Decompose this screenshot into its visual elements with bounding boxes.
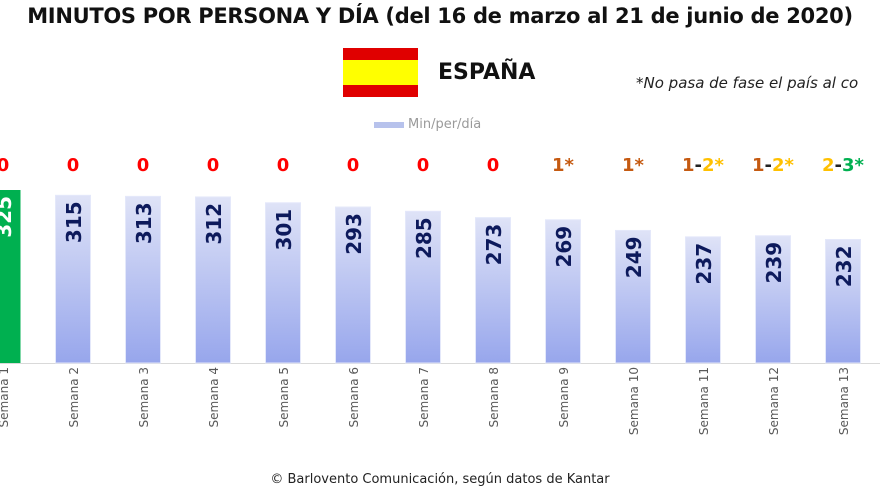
phase-label-part: 3* — [842, 155, 865, 176]
bar — [685, 236, 721, 364]
phase-label: 1-2* — [752, 155, 795, 176]
phase-label-part: - — [695, 155, 702, 176]
phase-label: 2-3* — [822, 155, 865, 176]
phase-label: 1* — [622, 155, 645, 176]
phase-label: 1-2* — [682, 155, 725, 176]
phase-label-part: 0 — [487, 155, 500, 176]
legend: Min/per/día — [374, 117, 481, 132]
value-label: 232 — [832, 246, 856, 288]
phase-label: 0 — [277, 155, 290, 176]
bar — [405, 210, 441, 364]
phase-label: 0 — [417, 155, 430, 176]
phase-label-part: 2* — [772, 155, 795, 176]
chart-title: MINUTOS POR PERSONA Y DÍA (del 16 de mar… — [27, 4, 853, 28]
value-label: 293 — [342, 213, 366, 255]
category-label: Semana 12 — [767, 367, 781, 435]
bar — [545, 219, 581, 364]
phase-label: 0 — [0, 155, 9, 176]
phase-label: 0 — [207, 155, 220, 176]
bar — [125, 195, 161, 364]
legend-label: Min/per/día — [408, 117, 482, 132]
value-label: 301 — [272, 209, 296, 251]
phase-label-part: 0 — [347, 155, 360, 176]
category-label: Semana 13 — [837, 367, 851, 435]
phase-label-part: 1* — [552, 155, 575, 176]
value-label: 273 — [482, 224, 506, 266]
phase-label-part: 2* — [702, 155, 725, 176]
phase-label-part: 1 — [682, 155, 695, 176]
phase-label: 0 — [487, 155, 500, 176]
bar — [0, 190, 21, 363]
value-label: 325 — [0, 196, 16, 238]
value-label: 269 — [552, 226, 576, 268]
category-label: Semana 1 — [0, 367, 11, 427]
bar — [475, 217, 511, 364]
bar — [195, 196, 231, 364]
phase-label-part: 0 — [137, 155, 150, 176]
category-label: Semana 7 — [417, 367, 431, 427]
value-label: 313 — [132, 202, 156, 244]
category-label: Semana 4 — [207, 367, 221, 427]
bar — [615, 229, 651, 364]
phase-label-part: - — [765, 155, 772, 176]
category-label: Semana 3 — [137, 367, 151, 427]
phase-label-part: 0 — [207, 155, 220, 176]
bar — [55, 194, 91, 364]
phase-label-part: 1* — [622, 155, 645, 176]
value-label: 315 — [62, 201, 86, 243]
phase-label: 0 — [67, 155, 80, 176]
phase-label-part: 0 — [417, 155, 430, 176]
footer-credit: © Barlovento Comunicación, según datos d… — [270, 472, 610, 487]
category-label: Semana 5 — [277, 367, 291, 427]
value-label: 239 — [762, 242, 786, 284]
phase-label: 0 — [347, 155, 360, 176]
value-label: 312 — [202, 203, 226, 245]
legend-swatch — [374, 121, 404, 128]
bar — [335, 206, 371, 364]
spain-flag-icon — [343, 48, 418, 97]
bar — [265, 202, 301, 364]
category-label: Semana 6 — [347, 367, 361, 427]
phase-label-part: 0 — [67, 155, 80, 176]
category-label: Semana 9 — [557, 367, 571, 427]
chart-note: *No pasa de fase el país al co — [636, 74, 859, 92]
category-label: Semana 2 — [67, 367, 81, 427]
phase-label-part: 1 — [752, 155, 765, 176]
category-label: Semana 10 — [627, 367, 641, 435]
phase-label-part: - — [835, 155, 842, 176]
value-label: 249 — [622, 236, 646, 278]
category-label: Semana 11 — [697, 367, 711, 435]
chart-subtitle: ESPAÑA — [438, 60, 536, 85]
phase-label-part: 0 — [0, 155, 9, 176]
phase-label: 0 — [137, 155, 150, 176]
phase-label: 1* — [552, 155, 575, 176]
category-label: Semana 8 — [487, 367, 501, 427]
bar — [825, 239, 861, 364]
value-label: 285 — [412, 217, 436, 259]
bar — [755, 235, 791, 364]
phase-label-part: 0 — [277, 155, 290, 176]
phase-label-part: 2 — [822, 155, 835, 176]
value-label: 237 — [692, 243, 716, 285]
